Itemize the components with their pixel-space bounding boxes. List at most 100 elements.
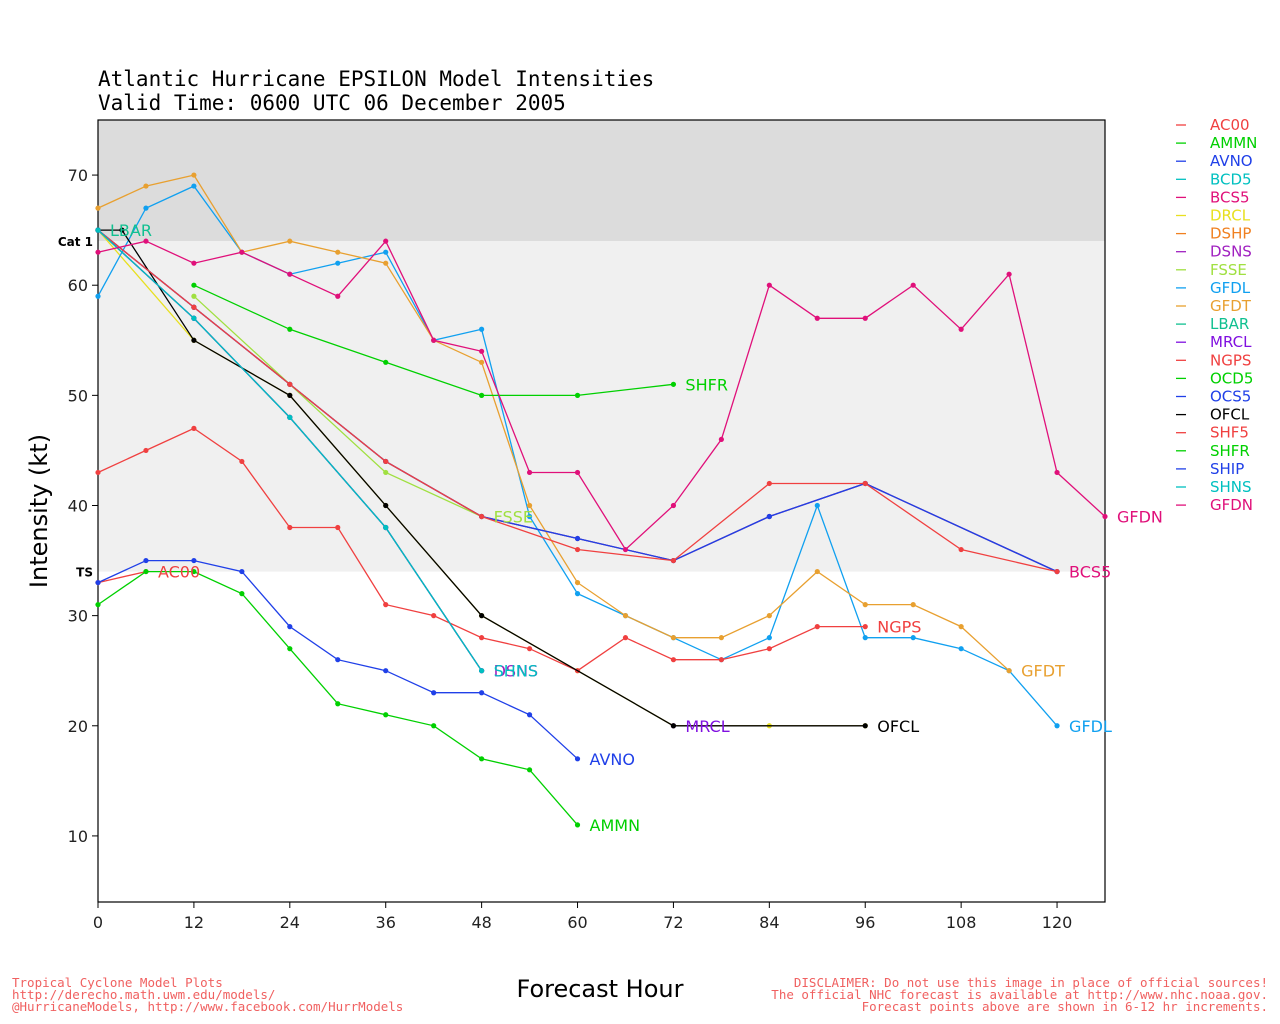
point-gfdn <box>574 469 581 476</box>
legend-label-avno: AVNO <box>1210 152 1253 170</box>
point-gfdt <box>814 568 820 575</box>
point-shfr <box>479 392 485 398</box>
point-shf5 <box>958 546 964 553</box>
point-gfdl <box>766 635 772 641</box>
legend-label-ammn: AMMN <box>1210 134 1257 152</box>
series-lines <box>95 172 1108 828</box>
point-ammn <box>526 767 533 773</box>
end-label-ac00: AC00 <box>158 563 200 582</box>
legend-label-gfdn: GFDN <box>1210 496 1253 514</box>
legend-label-mrcl: MRCL <box>1210 333 1252 351</box>
footer-right-line-1: DISCLAIMER: Do not use this image in pla… <box>794 975 1268 990</box>
point-gfdt <box>574 579 581 586</box>
end-label-shfr: SHFR <box>685 375 728 394</box>
point-gfdt <box>526 502 533 509</box>
series-line-gfdn <box>97 240 1106 551</box>
point-shns <box>95 227 101 233</box>
point-gfdl <box>95 293 101 299</box>
point-ammn <box>95 602 101 608</box>
point-gfdn <box>95 249 101 255</box>
legend-label-dsns: DSNS <box>1210 243 1252 261</box>
legend-label-dshp: DSHP <box>1210 225 1251 243</box>
point-ammn <box>431 723 437 729</box>
point-avno <box>526 712 533 718</box>
end-label-ofcl: OFCL <box>877 717 919 736</box>
point-gfdt <box>862 602 868 608</box>
point-avno <box>383 668 389 674</box>
x-axis-title: Forecast Hour <box>517 975 684 1003</box>
point-shfr <box>670 381 677 387</box>
end-label-gfdl: GFDL <box>1069 717 1112 736</box>
y-tick-label: 40 <box>68 496 88 515</box>
point-gfdl <box>143 205 149 211</box>
plot-frame <box>97 119 1106 903</box>
legend-label-lbar: LBAR <box>1210 315 1249 333</box>
y-axis-title: Intensity (kt) <box>25 434 53 588</box>
point-ngps <box>718 657 724 663</box>
point-shf5 <box>766 480 772 487</box>
end-label-gfdt: GFDT <box>1021 662 1065 681</box>
legend-label-ac00: AC00 <box>1210 116 1250 134</box>
band-label-0: Cat 1 <box>58 235 93 249</box>
point-gfdt <box>958 624 964 630</box>
footer-right-line-3: Forecast points above are shown in 6-12 … <box>862 999 1268 1014</box>
legend-label-ocd5: OCD5 <box>1210 369 1253 387</box>
x-tick-label: 0 <box>93 913 103 932</box>
end-label-dsns: DSNS <box>494 662 539 681</box>
end-label-lbar: LBAR <box>110 221 152 240</box>
legend-label-gfdl: GFDL <box>1210 279 1251 297</box>
point-ocs5 <box>766 513 772 520</box>
point-ngps <box>431 613 437 619</box>
point-ofcl <box>670 723 677 729</box>
point-gfdl <box>1054 723 1060 729</box>
end-label-fsse: FSSE <box>494 508 533 527</box>
point-shf5 <box>479 513 485 520</box>
x-tick-label: 120 <box>1042 913 1073 932</box>
point-gfdl <box>191 183 197 189</box>
legend-label-ngps: NGPS <box>1210 351 1251 369</box>
point-gfdt <box>335 249 341 255</box>
x-tick-label: 72 <box>663 913 683 932</box>
series-line-ac00 <box>97 570 147 584</box>
point-ofcl <box>479 613 485 619</box>
point-ammn <box>239 591 245 597</box>
point-gfdl <box>814 502 820 509</box>
point-ngps <box>239 458 245 465</box>
axes: 0 12 24 36 48 60 72 84 96 108 120 10 20 30 40 50 60 70 <box>68 119 1106 932</box>
point-fsse <box>191 293 197 299</box>
point-gfdl <box>526 513 533 520</box>
legend-label-shfr: SHFR <box>1210 442 1250 460</box>
point-gfdn <box>143 238 149 244</box>
x-tick-label: 108 <box>946 913 977 932</box>
point-gfdn <box>287 271 293 277</box>
legend-label-gfdt: GFDT <box>1210 297 1252 315</box>
y-tick-label: 30 <box>68 607 88 626</box>
point-gfdn <box>191 260 197 266</box>
point-ngps <box>622 635 629 641</box>
point-gfdt <box>1006 668 1012 674</box>
point-ammn <box>479 756 485 762</box>
point-gfdn <box>958 326 964 332</box>
point-ngps <box>287 524 293 531</box>
end-label-ammn: AMMN <box>590 816 641 835</box>
legend-label-ship: SHIP <box>1210 460 1244 478</box>
y-tick-label: 60 <box>68 276 88 295</box>
point-ofcl <box>287 392 293 398</box>
point-avno <box>479 690 485 696</box>
point-gfdl <box>958 646 964 652</box>
point-ofcl <box>119 227 125 233</box>
point-ngps <box>383 602 389 608</box>
point-gfdt <box>622 613 629 619</box>
point-ngps <box>191 425 197 431</box>
point-shf5 <box>862 480 868 487</box>
legend-label-shf5: SHF5 <box>1210 424 1249 442</box>
end-label-gfdn: GFDN <box>1117 508 1163 527</box>
x-tick-label: 48 <box>471 913 491 932</box>
x-tick-label: 24 <box>280 913 300 932</box>
point-ngps <box>479 635 485 641</box>
point-shf5 <box>287 381 293 387</box>
legend-label-fsse: FSSE <box>1210 261 1247 279</box>
footer-left-line-2: http://derecho.math.uwm.edu/models/ <box>12 987 275 1002</box>
point-ngps <box>526 646 533 652</box>
point-gfdn <box>862 315 868 321</box>
